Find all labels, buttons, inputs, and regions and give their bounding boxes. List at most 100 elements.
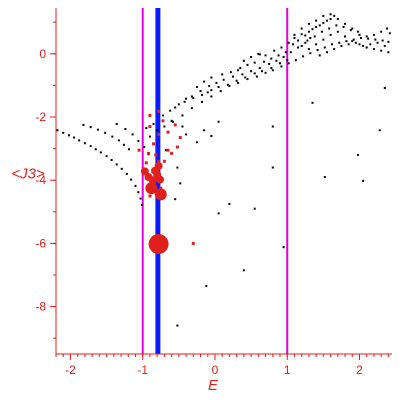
- data-point: [203, 80, 206, 83]
- data-point: [328, 27, 331, 30]
- data-point: [322, 38, 325, 41]
- x-tick-label: 2: [356, 363, 363, 377]
- data-point: [190, 95, 193, 98]
- data-point: [232, 75, 235, 78]
- data-point: [169, 109, 172, 112]
- data-point: [273, 49, 276, 52]
- data-point: [381, 39, 384, 42]
- y-tick-label: -2: [35, 110, 46, 124]
- data-point: [323, 46, 326, 49]
- data-point: [125, 172, 128, 175]
- data-point: [104, 131, 107, 134]
- data-point-red: [175, 145, 179, 149]
- data-point-red: [191, 241, 195, 245]
- data-point: [253, 207, 256, 210]
- data-point: [302, 55, 305, 58]
- data-point: [264, 54, 267, 57]
- data-point: [387, 51, 390, 54]
- data-point: [340, 44, 343, 47]
- data-point: [300, 27, 303, 30]
- data-point: [307, 30, 310, 33]
- data-point: [170, 119, 173, 122]
- data-point: [352, 38, 355, 41]
- data-point: [115, 163, 118, 166]
- data-point: [294, 59, 297, 62]
- data-point: [163, 125, 166, 128]
- data-point: [117, 139, 120, 142]
- data-point: [190, 107, 193, 110]
- data-point: [336, 18, 339, 21]
- axes: 0 -2 -4 -6 -8 -2 -1 0 1 2: [35, 8, 392, 377]
- data-point: [289, 51, 292, 54]
- data-point-red: [145, 182, 158, 195]
- data-point: [145, 127, 148, 130]
- data-point: [139, 197, 142, 200]
- data-point: [383, 86, 386, 89]
- y-tick-label: 0: [39, 47, 46, 61]
- data-point-red: [146, 151, 150, 155]
- data-point: [344, 35, 347, 38]
- data-point: [181, 114, 184, 117]
- data-point-red: [157, 132, 161, 136]
- data-point: [354, 41, 357, 44]
- data-point: [143, 146, 146, 149]
- data-point: [246, 63, 249, 66]
- data-point: [96, 128, 99, 131]
- data-point: [300, 44, 303, 47]
- data-point-red: [161, 119, 165, 123]
- data-point-red: [140, 167, 149, 176]
- data-point: [176, 166, 179, 169]
- data-point: [345, 40, 348, 43]
- data-point: [210, 95, 213, 98]
- data-point: [127, 148, 130, 151]
- data-point: [325, 51, 328, 54]
- data-point: [351, 27, 354, 30]
- x-axis-ticks: -2 -1 0 1 2: [55, 354, 389, 377]
- data-point: [130, 178, 133, 181]
- data-point: [264, 71, 267, 74]
- data-point-red: [173, 123, 177, 127]
- data-point-red: [137, 148, 141, 152]
- data-point: [275, 59, 278, 62]
- data-point: [311, 28, 314, 31]
- data-point: [357, 30, 360, 33]
- y-tick-label: -4: [35, 173, 46, 187]
- data-point: [237, 81, 240, 84]
- data-point: [342, 25, 345, 28]
- data-point: [174, 106, 177, 109]
- data-point-red: [148, 124, 152, 128]
- data-point: [94, 148, 97, 151]
- data-point: [257, 52, 260, 55]
- data-point: [210, 134, 213, 137]
- data-point: [280, 65, 283, 68]
- data-point: [120, 167, 123, 170]
- data-point: [279, 62, 281, 65]
- data-point: [174, 198, 177, 201]
- data-point: [372, 33, 375, 36]
- data-point: [183, 100, 186, 103]
- data-point: [333, 14, 336, 17]
- data-point-red: [162, 159, 166, 163]
- x-tick-label: -1: [137, 363, 148, 377]
- data-point: [351, 40, 354, 43]
- data-point: [292, 43, 295, 46]
- data-point: [297, 46, 300, 49]
- y-axis-title: <J3>: [11, 166, 45, 183]
- data-point: [388, 32, 391, 35]
- data-point-red: [166, 130, 170, 134]
- vertical-lines: [141, 8, 289, 354]
- data-point: [372, 48, 375, 51]
- data-point: [68, 134, 71, 137]
- data-point: [374, 38, 377, 41]
- data-point: [358, 43, 361, 46]
- data-point: [286, 59, 289, 62]
- data-point: [315, 19, 318, 22]
- data-point: [200, 93, 203, 96]
- data-point: [315, 25, 318, 28]
- data-point: [208, 85, 211, 88]
- data-point: [344, 22, 347, 25]
- data-point: [105, 155, 108, 158]
- y-tick-label: -6: [35, 236, 46, 250]
- data-point: [349, 29, 352, 32]
